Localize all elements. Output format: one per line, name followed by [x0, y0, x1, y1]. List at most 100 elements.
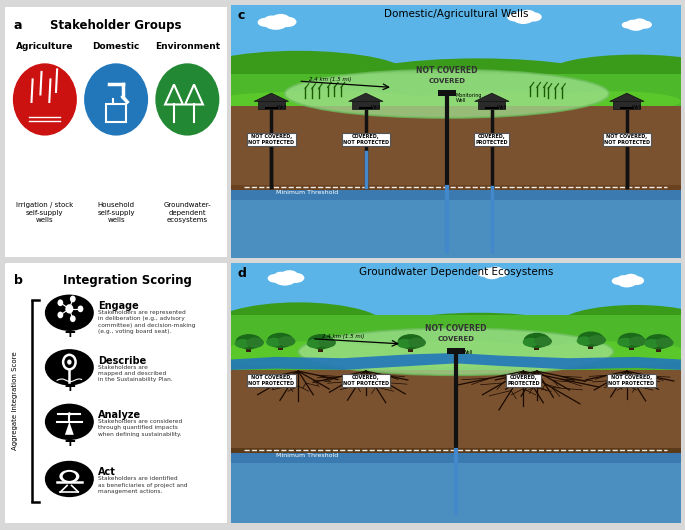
Text: a: a	[14, 20, 23, 32]
Ellipse shape	[366, 313, 591, 359]
Circle shape	[264, 15, 279, 24]
Bar	[231, 87, 681, 92]
Text: Engage: Engage	[99, 301, 139, 311]
Circle shape	[523, 333, 550, 348]
Text: Monitoring
Well: Monitoring Well	[456, 93, 482, 103]
Bar	[231, 34, 681, 39]
Text: NOT COVERED: NOT COVERED	[425, 324, 486, 333]
Circle shape	[645, 334, 671, 349]
Circle shape	[278, 16, 297, 27]
Text: COVERED,
NOT PROTECTED: COVERED, NOT PROTECTED	[343, 134, 389, 145]
Ellipse shape	[534, 341, 685, 367]
Circle shape	[266, 338, 282, 347]
Text: +: +	[63, 379, 76, 394]
Bar	[231, 92, 681, 96]
Bar	[231, 15, 681, 20]
Bar	[231, 453, 681, 463]
Bar	[231, 448, 681, 458]
Circle shape	[644, 339, 660, 348]
Circle shape	[267, 333, 294, 348]
Circle shape	[629, 276, 644, 285]
Ellipse shape	[343, 58, 613, 104]
Circle shape	[281, 270, 298, 280]
Circle shape	[482, 268, 501, 279]
Circle shape	[83, 62, 149, 137]
Circle shape	[588, 335, 606, 345]
Text: Aggregate Integration Score: Aggregate Integration Score	[12, 352, 18, 450]
Circle shape	[623, 274, 638, 282]
Bar	[319, 344, 323, 352]
Circle shape	[397, 334, 424, 349]
Ellipse shape	[45, 349, 94, 385]
Circle shape	[268, 274, 283, 282]
Text: COVERED,
PROTECTED: COVERED, PROTECTED	[475, 134, 508, 145]
Circle shape	[273, 272, 297, 286]
FancyBboxPatch shape	[3, 262, 229, 524]
Text: Stakeholders are
mapped and described
in the Sustainability Plan.: Stakeholders are mapped and described in…	[99, 365, 173, 382]
Circle shape	[397, 339, 412, 348]
Ellipse shape	[546, 55, 685, 93]
Circle shape	[274, 272, 288, 280]
Text: Describe: Describe	[99, 356, 147, 366]
Polygon shape	[65, 422, 74, 435]
Circle shape	[319, 338, 336, 348]
Text: Well: Well	[632, 105, 643, 110]
Text: 2.4 km (1.5 mi): 2.4 km (1.5 mi)	[322, 334, 364, 339]
Bar	[629, 343, 634, 350]
Bar	[231, 96, 681, 101]
Circle shape	[58, 312, 63, 319]
Text: Well: Well	[497, 105, 508, 110]
Circle shape	[622, 21, 634, 29]
Ellipse shape	[285, 70, 609, 118]
Circle shape	[278, 336, 295, 347]
Bar	[231, 5, 681, 10]
Bar	[534, 343, 539, 350]
Circle shape	[493, 269, 508, 277]
Bar	[588, 342, 593, 349]
Polygon shape	[254, 93, 288, 101]
Bar	[247, 344, 251, 352]
Text: NOT COVERED,
NOT PROTECTED: NOT COVERED, NOT PROTECTED	[608, 375, 654, 386]
Circle shape	[308, 334, 334, 349]
Polygon shape	[349, 93, 383, 101]
Bar	[231, 107, 681, 195]
Text: COVERED: COVERED	[428, 78, 465, 84]
Text: Minimum Threshold: Minimum Threshold	[276, 453, 338, 458]
Circle shape	[65, 304, 73, 314]
Text: COVERED,
NOT PROTECTED: COVERED, NOT PROTECTED	[343, 375, 389, 386]
Bar	[231, 68, 681, 73]
Text: Groundwater-
dependent
ecosystems: Groundwater- dependent ecosystems	[164, 202, 211, 223]
Ellipse shape	[208, 341, 388, 367]
Bar	[614, 101, 640, 109]
Text: Integration Scoring: Integration Scoring	[63, 274, 192, 287]
Circle shape	[483, 268, 495, 275]
Circle shape	[258, 18, 274, 27]
Bar	[231, 73, 681, 77]
Bar	[231, 77, 681, 82]
Circle shape	[488, 267, 503, 275]
Text: +: +	[63, 325, 76, 340]
Text: NOT COVERED,
NOT PROTECTED: NOT COVERED, NOT PROTECTED	[249, 134, 295, 145]
Circle shape	[272, 14, 290, 24]
Bar	[258, 101, 285, 109]
Circle shape	[638, 21, 652, 29]
Text: c: c	[238, 9, 245, 22]
FancyBboxPatch shape	[3, 6, 229, 258]
Circle shape	[154, 62, 221, 137]
Bar	[231, 185, 681, 195]
Text: b: b	[14, 274, 23, 287]
Text: Stakeholders are identified
as beneficiaries of project and
management actions.: Stakeholders are identified as beneficia…	[99, 476, 188, 494]
Bar	[231, 192, 681, 258]
Bar	[231, 63, 681, 68]
Circle shape	[477, 270, 490, 277]
Bar	[231, 29, 681, 34]
Text: Well: Well	[371, 105, 382, 110]
Text: COVERED: COVERED	[437, 336, 475, 342]
Circle shape	[627, 20, 638, 26]
Ellipse shape	[343, 341, 569, 367]
Bar	[438, 90, 456, 96]
Text: +: +	[63, 434, 76, 449]
Ellipse shape	[45, 461, 94, 497]
Circle shape	[12, 62, 78, 137]
Text: Well: Well	[462, 350, 473, 356]
